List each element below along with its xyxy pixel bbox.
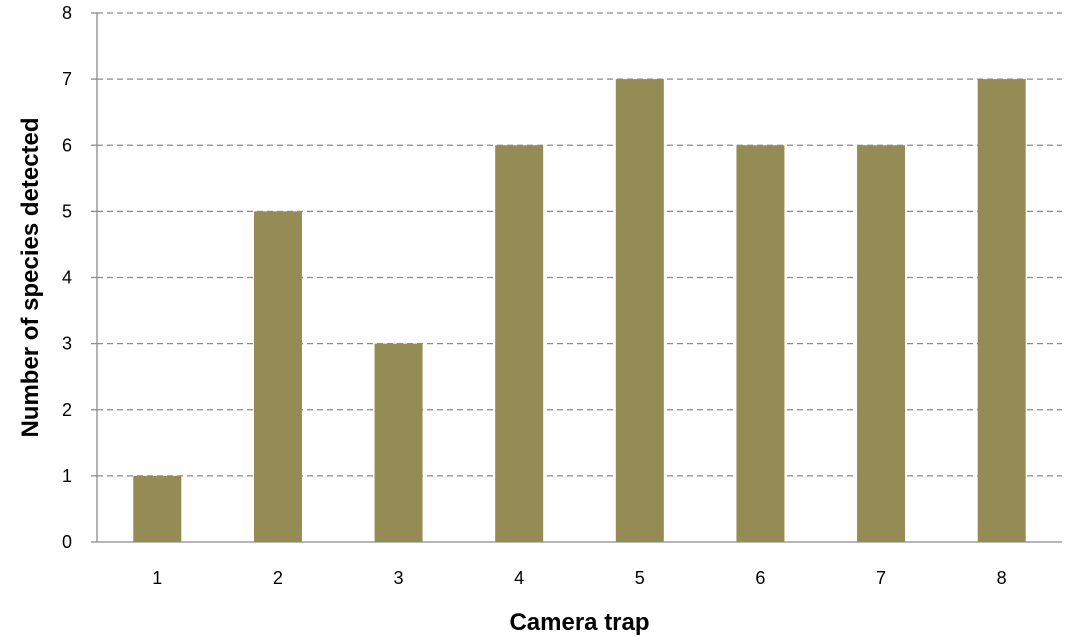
x-tick-label: 6 bbox=[755, 568, 765, 588]
x-tick-label: 2 bbox=[273, 568, 283, 588]
y-tick-label: 3 bbox=[62, 334, 72, 354]
bar-camera-trap-4 bbox=[495, 145, 544, 542]
x-axis-title: Camera trap bbox=[509, 609, 649, 636]
bar-camera-trap-3 bbox=[374, 343, 423, 542]
gridlines bbox=[97, 12, 1062, 477]
y-tick-label: 4 bbox=[62, 268, 72, 288]
y-tick-label: 7 bbox=[62, 69, 72, 89]
bar-camera-trap-5 bbox=[615, 79, 664, 542]
y-axis-title: Number of species detected bbox=[17, 117, 44, 437]
y-tick-label: 5 bbox=[62, 201, 72, 221]
y-tick-label: 0 bbox=[62, 532, 72, 552]
x-tick-label: 4 bbox=[514, 568, 524, 588]
bar-camera-trap-1 bbox=[133, 475, 182, 542]
bar-camera-trap-7 bbox=[857, 145, 906, 542]
x-tick-label: 1 bbox=[152, 568, 162, 588]
bar-camera-trap-6 bbox=[736, 145, 785, 542]
y-tick-label: 2 bbox=[62, 400, 72, 420]
x-tick-label: 3 bbox=[394, 568, 404, 588]
bar-camera-trap-2 bbox=[253, 211, 302, 542]
bars bbox=[133, 79, 1026, 542]
y-tick-labels: 0 1 2 3 4 5 6 7 8 bbox=[62, 3, 97, 552]
x-tick-label: 8 bbox=[997, 568, 1007, 588]
x-tick-label: 7 bbox=[876, 568, 886, 588]
y-tick-label: 6 bbox=[62, 135, 72, 155]
y-tick-label: 8 bbox=[62, 3, 72, 23]
x-tick-label: 5 bbox=[635, 568, 645, 588]
y-tick-label: 1 bbox=[62, 466, 72, 486]
x-tick-labels: 1 2 3 4 5 6 7 8 bbox=[152, 568, 1006, 588]
bar-camera-trap-8 bbox=[977, 79, 1026, 542]
